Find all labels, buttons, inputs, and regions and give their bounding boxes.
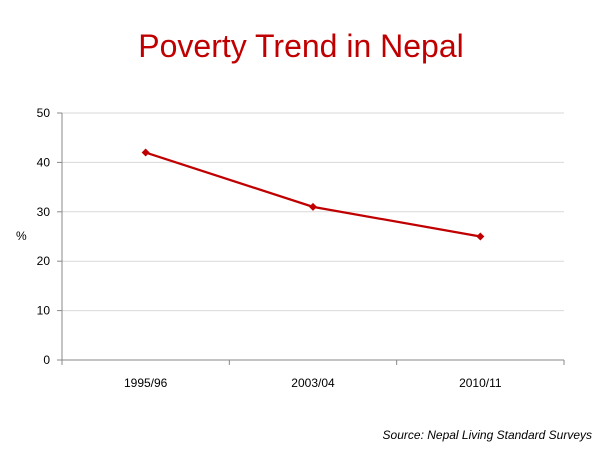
x-tick-label: 2010/11	[459, 376, 502, 390]
source-note: Source: Nepal Living Standard Surveys	[382, 428, 592, 442]
series-layer	[141, 148, 485, 241]
axes	[57, 112, 565, 365]
y-tick-label: 40	[37, 155, 51, 169]
x-tick-label: 2003/04	[291, 376, 335, 390]
y-tick-label: 20	[37, 254, 51, 268]
data-point	[309, 202, 317, 211]
y-tick-label: 0	[43, 353, 50, 367]
y-axis-label: %	[16, 229, 27, 243]
x-tick-label: 1995/96	[124, 376, 168, 390]
data-point	[476, 232, 485, 241]
series-line	[145, 151, 481, 238]
y-tick-labels: 0 10 20 30 40 50	[37, 106, 51, 367]
gridlines	[62, 112, 564, 312]
y-tick-label: 10	[37, 304, 51, 318]
y-tick-label: 50	[37, 106, 51, 120]
data-point	[141, 148, 150, 157]
x-tick-labels: 1995/96 2003/04 2010/11	[124, 376, 502, 390]
chart-title: Poverty Trend in Nepal	[138, 28, 464, 64]
y-tick-label: 30	[37, 205, 51, 219]
